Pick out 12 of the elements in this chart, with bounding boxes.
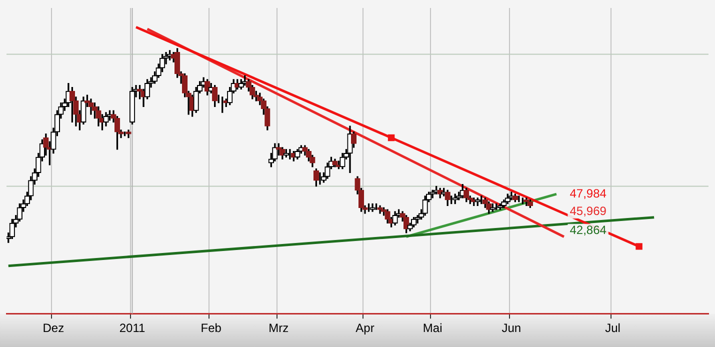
x-tick-label: Feb: [200, 321, 222, 336]
x-tick-label: Jun: [502, 321, 522, 336]
annotation: 45,969: [570, 204, 607, 218]
annotation: 47,984: [570, 186, 607, 200]
x-tick-label: Dez: [42, 321, 64, 336]
x-tick-label: Mrz: [268, 321, 289, 336]
x-tick-label: 2011: [119, 321, 146, 336]
x-tick-label: Jul: [605, 321, 620, 336]
x-tick-label: Apr: [356, 321, 374, 336]
candlestick: [88, 98, 94, 115]
annotation: 42,864: [570, 223, 607, 238]
x-tick-label: Mai: [422, 321, 442, 336]
